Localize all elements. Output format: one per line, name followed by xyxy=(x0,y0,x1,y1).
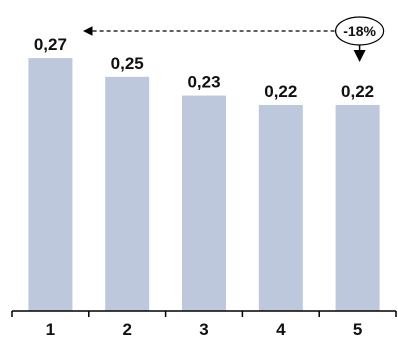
bars-group xyxy=(28,58,380,311)
bar-4 xyxy=(258,104,303,311)
change-annotation: -18% xyxy=(83,16,385,62)
bar-5 xyxy=(335,104,380,311)
x-tick-label-4: 4 xyxy=(276,320,286,339)
annotation-label: -18% xyxy=(343,23,376,39)
value-label-5: 0,22 xyxy=(341,82,374,101)
x-tick-label-5: 5 xyxy=(353,320,362,339)
value-label-3: 0,23 xyxy=(187,73,220,92)
value-label-4: 0,22 xyxy=(264,82,297,101)
x-tick-label-3: 3 xyxy=(199,320,208,339)
x-tick-label-2: 2 xyxy=(122,320,131,339)
bar-2 xyxy=(105,76,150,311)
x-ticks-group: 1 2 3 4 5 xyxy=(11,311,397,339)
value-labels-group: 0,27 0,25 0,23 0,22 0,22 xyxy=(34,35,374,101)
value-label-1: 0,27 xyxy=(34,35,67,54)
value-label-2: 0,25 xyxy=(111,54,144,73)
x-tick-label-1: 1 xyxy=(46,320,55,339)
bar-3 xyxy=(182,95,226,311)
bar-1 xyxy=(28,58,73,311)
